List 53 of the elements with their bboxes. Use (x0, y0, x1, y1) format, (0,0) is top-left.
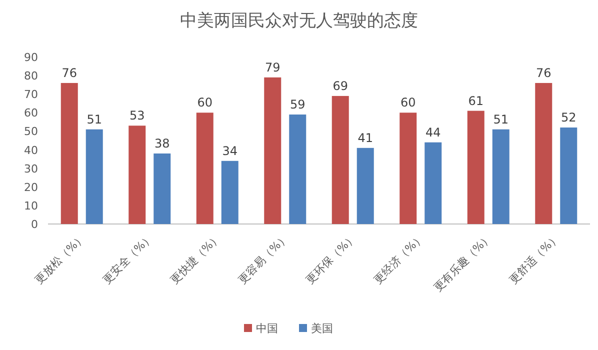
bar (535, 82, 552, 224)
data-label: 60 (400, 96, 416, 110)
data-label: 52 (560, 110, 576, 125)
data-label: 76 (62, 66, 78, 80)
bar (492, 129, 510, 224)
bar (400, 112, 417, 224)
bar (221, 160, 238, 224)
y-tick-label: 10 (24, 199, 38, 212)
x-tick-label: 更舒适（%） (506, 230, 562, 286)
bar (264, 77, 282, 224)
y-tick-label: 70 (24, 88, 38, 102)
data-label: 53 (129, 108, 145, 123)
data-label: 69 (332, 78, 348, 93)
y-tick-label: 80 (24, 70, 38, 83)
data-label: 44 (425, 125, 441, 140)
x-tick-label: 更经济（%） (371, 230, 427, 286)
data-label: 79 (264, 60, 280, 74)
bar (356, 148, 374, 224)
x-tick-label: 更安全（%） (100, 230, 156, 286)
chart-title: 中美两国民众对无人驾驶的态度 (180, 11, 418, 31)
bar (86, 129, 103, 224)
data-label: 51 (493, 112, 509, 126)
bar (154, 153, 171, 224)
data-label: 61 (468, 94, 484, 108)
x-tick-label: 更放松（%） (32, 230, 88, 286)
data-label: 60 (197, 96, 213, 110)
y-tick-label: 50 (24, 125, 38, 138)
x-tick-label: 更环保（%） (304, 230, 359, 286)
data-label: 59 (290, 98, 306, 112)
data-label: 51 (86, 112, 102, 126)
data-label: 34 (222, 144, 238, 158)
bar (60, 82, 78, 224)
bar (560, 128, 578, 224)
data-label: 76 (536, 66, 552, 80)
legend-label: 中国 (256, 322, 278, 335)
y-tick-label: 30 (24, 162, 38, 176)
bar (467, 110, 484, 224)
x-tick-label: 更容易（%） (236, 230, 292, 286)
data-label: 38 (154, 136, 170, 150)
x-tick-label: 更有乐趣（%） (431, 230, 494, 294)
bar (424, 142, 442, 224)
data-label: 41 (358, 130, 374, 145)
y-tick-label: 60 (24, 106, 38, 120)
bar (289, 114, 306, 224)
y-tick-label: 20 (24, 180, 38, 194)
y-tick-label: 90 (24, 51, 38, 64)
bar (196, 112, 214, 224)
y-tick-label: 0 (31, 218, 38, 231)
bar (128, 126, 146, 224)
legend-label: 美国 (311, 322, 333, 335)
x-tick-label: 更快捷（%） (168, 230, 224, 286)
y-tick-label: 40 (24, 144, 38, 157)
bar (332, 96, 349, 224)
